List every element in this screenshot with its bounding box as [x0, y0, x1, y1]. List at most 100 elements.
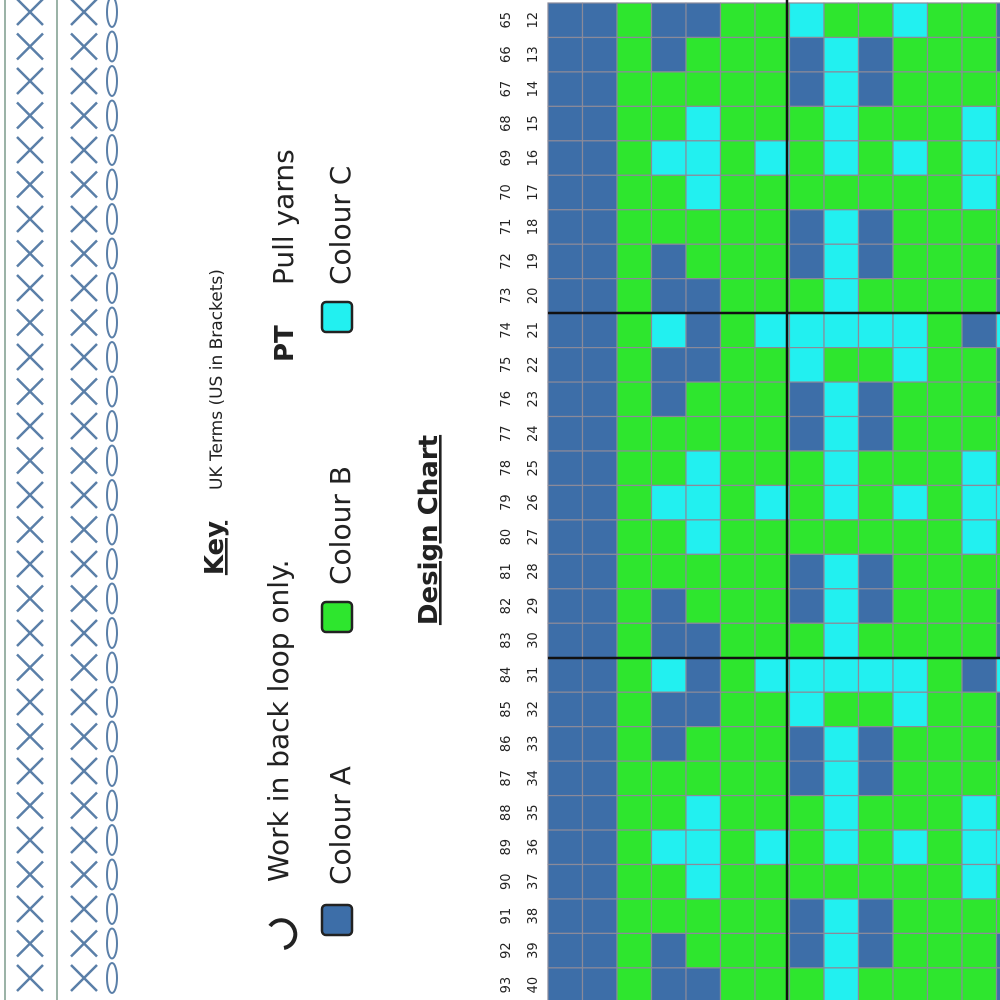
chart-cell [892, 71, 929, 107]
x-stitch [16, 653, 44, 682]
chart-cell [650, 967, 687, 1000]
x-stitch [70, 550, 98, 578]
chart-cell [547, 519, 584, 555]
chart-cell [719, 347, 756, 383]
chain-stitch [106, 513, 118, 546]
chart-cell [547, 36, 584, 73]
x-stitch [70, 964, 98, 992]
chart-cell [892, 622, 929, 659]
chart-cell [754, 381, 791, 418]
chart-cell [616, 209, 653, 245]
row-number: 20 [526, 288, 541, 305]
x-stitch [70, 688, 98, 716]
chart-cell [650, 726, 687, 762]
chart-cell [754, 794, 791, 831]
row-number: 30 [526, 632, 541, 649]
x-stitch [70, 791, 98, 820]
chart-cell [547, 105, 584, 142]
chart-cell [616, 553, 653, 590]
chart-cell [754, 243, 791, 280]
chart-cell [754, 347, 791, 383]
chart-cell [581, 967, 618, 1000]
x-stitch [70, 377, 98, 406]
x-stitch [16, 67, 44, 95]
chart-cell [616, 71, 653, 107]
chart-cell [650, 898, 687, 935]
chain-stitch [106, 479, 118, 511]
chart-cell [857, 519, 894, 555]
chart-cell [754, 2, 791, 39]
chart-cell [754, 726, 791, 762]
chart-cell [581, 278, 618, 314]
chart-cell [995, 657, 1000, 693]
chart-cell [719, 71, 756, 107]
chain-stitch [106, 927, 118, 960]
row-number: 26 [526, 494, 541, 511]
chart-cell [892, 760, 929, 797]
chart-cell [995, 209, 1000, 245]
colour-label: Colour B [324, 466, 357, 585]
chart-cell [685, 657, 722, 693]
row-number: 33 [526, 736, 541, 753]
chart-cell [823, 381, 860, 418]
row-number: 76 [499, 391, 514, 408]
chart-cell [961, 794, 998, 831]
chart-cell [719, 691, 756, 728]
chart-cell [926, 863, 963, 900]
chart-cell [581, 450, 618, 487]
chart-cell [857, 450, 894, 487]
x-stitch [70, 32, 98, 61]
x-stitch [16, 343, 44, 371]
chart-cell [995, 105, 1000, 142]
chart-cell [719, 381, 756, 418]
chart-cell [581, 71, 618, 107]
row-number: 86 [499, 736, 514, 753]
design-chart-title: Design Chart [414, 435, 444, 625]
chart-cell [926, 71, 963, 107]
chart-cell [857, 691, 894, 728]
chart-cell [961, 588, 998, 624]
chart-cell [754, 36, 791, 73]
x-stitch [70, 481, 98, 509]
chart-cell [788, 553, 825, 590]
chart-cell [995, 2, 1000, 39]
x-stitch [16, 757, 44, 785]
chart-cell [892, 484, 929, 521]
row-number: 25 [526, 460, 541, 477]
chart-cell [788, 898, 825, 935]
x-stitch [70, 826, 98, 854]
row-number: 75 [499, 357, 514, 374]
chart-cell [892, 519, 929, 555]
chart-cell [616, 898, 653, 935]
chart-cell [685, 932, 722, 969]
chart-cell [788, 140, 825, 176]
x-stitch [70, 239, 98, 268]
chart-cell [616, 622, 653, 659]
chart-cell [892, 105, 929, 142]
chain-stitch [106, 755, 118, 787]
chain-stitch [106, 306, 118, 339]
chart-cell [788, 415, 825, 452]
chart-cell [685, 760, 722, 797]
chart-cell [581, 691, 618, 728]
chart-cell [926, 829, 963, 866]
chart-cell [685, 726, 722, 762]
x-stitch [16, 826, 44, 854]
row-number: 35 [526, 805, 541, 822]
row-number: 87 [499, 770, 514, 787]
chart-cell [650, 863, 687, 900]
chart-cell [685, 691, 722, 728]
chart-cell [892, 243, 929, 280]
chart-cell [788, 519, 825, 555]
row-number: 85 [499, 701, 514, 718]
colour-swatch [320, 600, 354, 634]
chart-cell [823, 415, 860, 452]
chart-cell [754, 691, 791, 728]
x-stitch [70, 860, 98, 889]
chart-cell [547, 553, 584, 590]
chart-cell [650, 794, 687, 831]
chart-cell [961, 450, 998, 487]
x-stitch [16, 0, 44, 26]
chart-cell [788, 726, 825, 762]
chain-stitch [106, 582, 118, 615]
